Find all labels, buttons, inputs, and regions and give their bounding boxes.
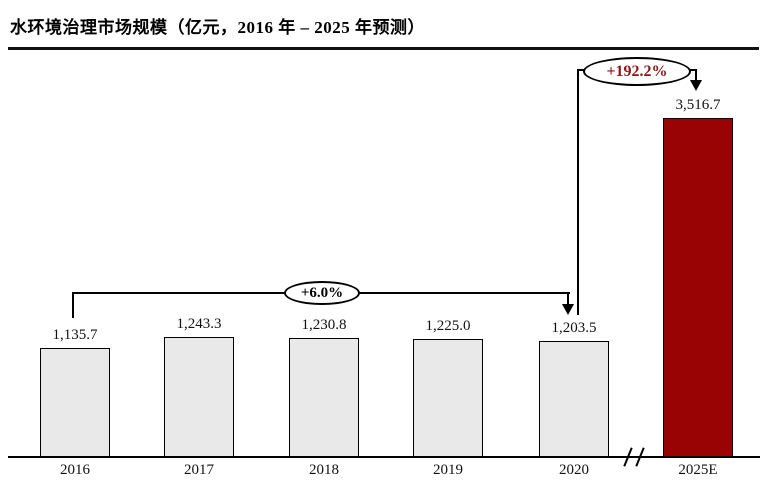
bracket-arrow-stub: [695, 69, 697, 81]
growth-badge-6pct: +6.0%: [284, 281, 360, 305]
down-arrow-icon: [562, 304, 574, 315]
x-tick-2018: 2018: [309, 462, 339, 478]
bar-2020: [539, 341, 609, 457]
bracket-arrow-stub: [567, 292, 569, 305]
bar-2017: [164, 337, 234, 457]
bracket-vertical-line: [577, 69, 579, 315]
bar-2016: [40, 348, 110, 457]
value-label-2017: 1,243.3: [176, 316, 222, 332]
x-tick-2020: 2020: [559, 462, 589, 478]
growth-badge-label: +6.0%: [300, 284, 344, 301]
bracket-left-stub: [72, 292, 74, 318]
x-tick-2019: 2019: [433, 462, 463, 478]
bar-2019: [413, 339, 483, 457]
bar-2018: [289, 338, 359, 457]
value-label-2025E: 3,516.7: [675, 97, 721, 113]
value-label-2016: 1,135.7: [52, 327, 98, 343]
value-label-2020: 1,203.5: [551, 320, 597, 336]
title-underline: [8, 47, 759, 50]
bar-2025E: [663, 118, 733, 457]
x-tick-2025E: 2025E: [678, 462, 718, 478]
x-tick-2017: 2017: [184, 462, 214, 478]
growth-badge-label: +192.2%: [606, 62, 668, 80]
down-arrow-icon: [690, 80, 702, 91]
chart-title: 水环境治理市场规模（亿元，2016 年 – 2025 年预测）: [10, 18, 425, 37]
x-tick-2016: 2016: [60, 462, 90, 478]
x-axis-line: [8, 456, 760, 458]
value-label-2019: 1,225.0: [425, 318, 471, 334]
value-label-2018: 1,230.8: [301, 317, 347, 333]
growth-badge-192pct: +192.2%: [583, 57, 691, 86]
